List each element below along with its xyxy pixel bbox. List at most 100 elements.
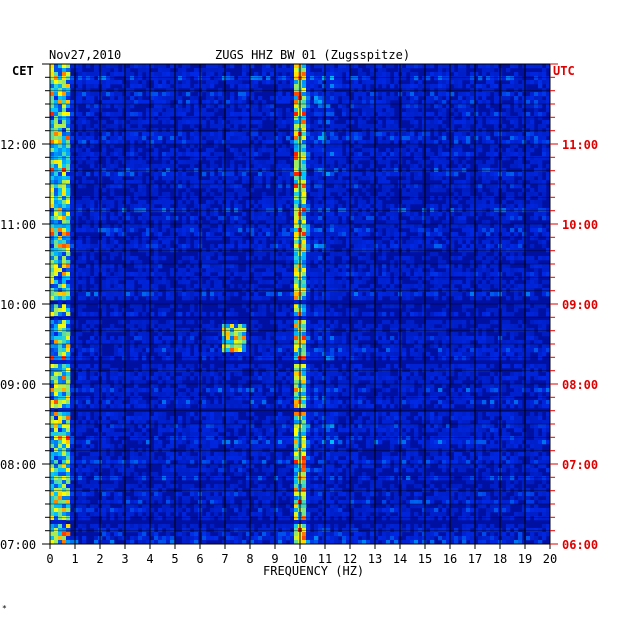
spectrogram-cell [510, 132, 515, 137]
spectrogram-cell [378, 180, 383, 185]
spectrogram-cell [358, 184, 363, 189]
spectrogram-cell [382, 304, 387, 309]
spectrogram-cell [102, 208, 107, 213]
spectrogram-cell [330, 84, 335, 89]
spectrogram-cell [138, 72, 143, 77]
spectrogram-cell [306, 184, 311, 189]
spectrogram-cell [286, 224, 291, 229]
spectrogram-cell [370, 304, 375, 309]
spectrogram-cell [430, 232, 435, 237]
spectrogram-cell [330, 268, 335, 273]
spectrogram-cell [242, 156, 247, 161]
spectrogram-cell [370, 64, 375, 69]
spectrogram-cell [190, 292, 195, 297]
spectrogram-cell [146, 272, 151, 277]
spectrogram-cell [354, 160, 359, 165]
spectrogram-cell [258, 120, 263, 125]
spectrogram-cell [434, 172, 439, 177]
spectrogram-cell [394, 288, 399, 293]
spectrogram-cell [518, 76, 523, 81]
spectrogram-cell [58, 108, 63, 113]
spectrogram-cell [274, 188, 279, 193]
spectrogram-cell [330, 308, 335, 313]
spectrogram-cell [242, 188, 247, 193]
spectrogram-cell [322, 108, 327, 113]
spectrogram-cell [490, 272, 495, 277]
spectrogram-cell [194, 268, 199, 273]
spectrogram-cell [494, 248, 499, 253]
spectrogram-cell [394, 244, 399, 249]
spectrogram-cell [202, 140, 207, 145]
spectrogram-cell [274, 240, 279, 245]
spectrogram-cell [302, 68, 307, 73]
spectrogram-cell [214, 76, 219, 81]
spectrogram-cell [74, 132, 79, 137]
spectrogram-cell [462, 132, 467, 137]
spectrogram-cell [122, 204, 127, 209]
spectrogram-cell [182, 144, 187, 149]
spectrogram-cell [202, 124, 207, 129]
spectrogram-cell [94, 272, 99, 277]
spectrogram-cell [254, 212, 259, 217]
spectrogram-cell [262, 108, 267, 113]
spectrogram-cell [226, 224, 231, 229]
spectrogram-cell [190, 304, 195, 309]
spectrogram-cell [278, 88, 283, 93]
spectrogram-cell [106, 124, 111, 129]
spectrogram-cell [506, 212, 511, 217]
spectrogram-cell [86, 136, 91, 141]
spectrogram-cell [194, 232, 199, 237]
spectrogram-cell [222, 288, 227, 293]
spectrogram-cell [150, 100, 155, 105]
spectrogram-cell [414, 240, 419, 245]
spectrogram-cell [414, 164, 419, 169]
spectrogram-cell [370, 244, 375, 249]
spectrogram-cell [166, 216, 171, 221]
spectrogram-cell [422, 216, 427, 221]
spectrogram-cell [542, 188, 547, 193]
spectrogram-cell [138, 200, 143, 205]
spectrogram-cell [486, 224, 491, 229]
spectrogram-cell [234, 80, 239, 85]
spectrogram-cell [242, 100, 247, 105]
spectrogram-cell [486, 76, 491, 81]
spectrogram-cell [262, 228, 267, 233]
spectrogram-cell [138, 156, 143, 161]
spectrogram-cell [146, 164, 151, 169]
spectrogram-cell [506, 244, 511, 249]
spectrogram-cell [266, 168, 271, 173]
spectrogram-cell [358, 248, 363, 253]
spectrogram-cell [262, 216, 267, 221]
spectrogram-cell [314, 236, 319, 241]
spectrogram-cell [346, 108, 351, 113]
spectrogram-cell [82, 76, 87, 81]
spectrogram-cell [102, 80, 107, 85]
spectrogram-cell [54, 200, 59, 205]
spectrogram-cell [62, 244, 67, 249]
spectrogram-cell [322, 128, 327, 133]
spectrogram-cell [62, 200, 67, 205]
spectrogram-cell [382, 180, 387, 185]
spectrogram-cell [458, 84, 463, 89]
spectrogram-cell [318, 116, 323, 121]
spectrogram-cell [522, 232, 527, 237]
spectrogram-cell [206, 76, 211, 81]
spectrogram-cell [94, 168, 99, 173]
spectrogram-cell [454, 152, 459, 157]
spectrogram-cell [90, 96, 95, 101]
spectrogram-cell [90, 140, 95, 145]
spectrogram-cell [478, 232, 483, 237]
spectrogram-cell [474, 256, 479, 261]
spectrogram-cell [302, 224, 307, 229]
spectrogram-cell [182, 180, 187, 185]
spectrogram-cell [58, 168, 63, 173]
spectrogram-cell [166, 104, 171, 109]
spectrogram-cell [130, 168, 135, 173]
spectrogram-cell [450, 200, 455, 205]
spectrogram-cell [330, 128, 335, 133]
spectrogram-cell [314, 96, 319, 101]
spectrogram-cell [166, 112, 171, 117]
spectrogram-cell [362, 124, 367, 129]
spectrogram-cell [102, 212, 107, 217]
spectrogram-cell [226, 292, 231, 297]
